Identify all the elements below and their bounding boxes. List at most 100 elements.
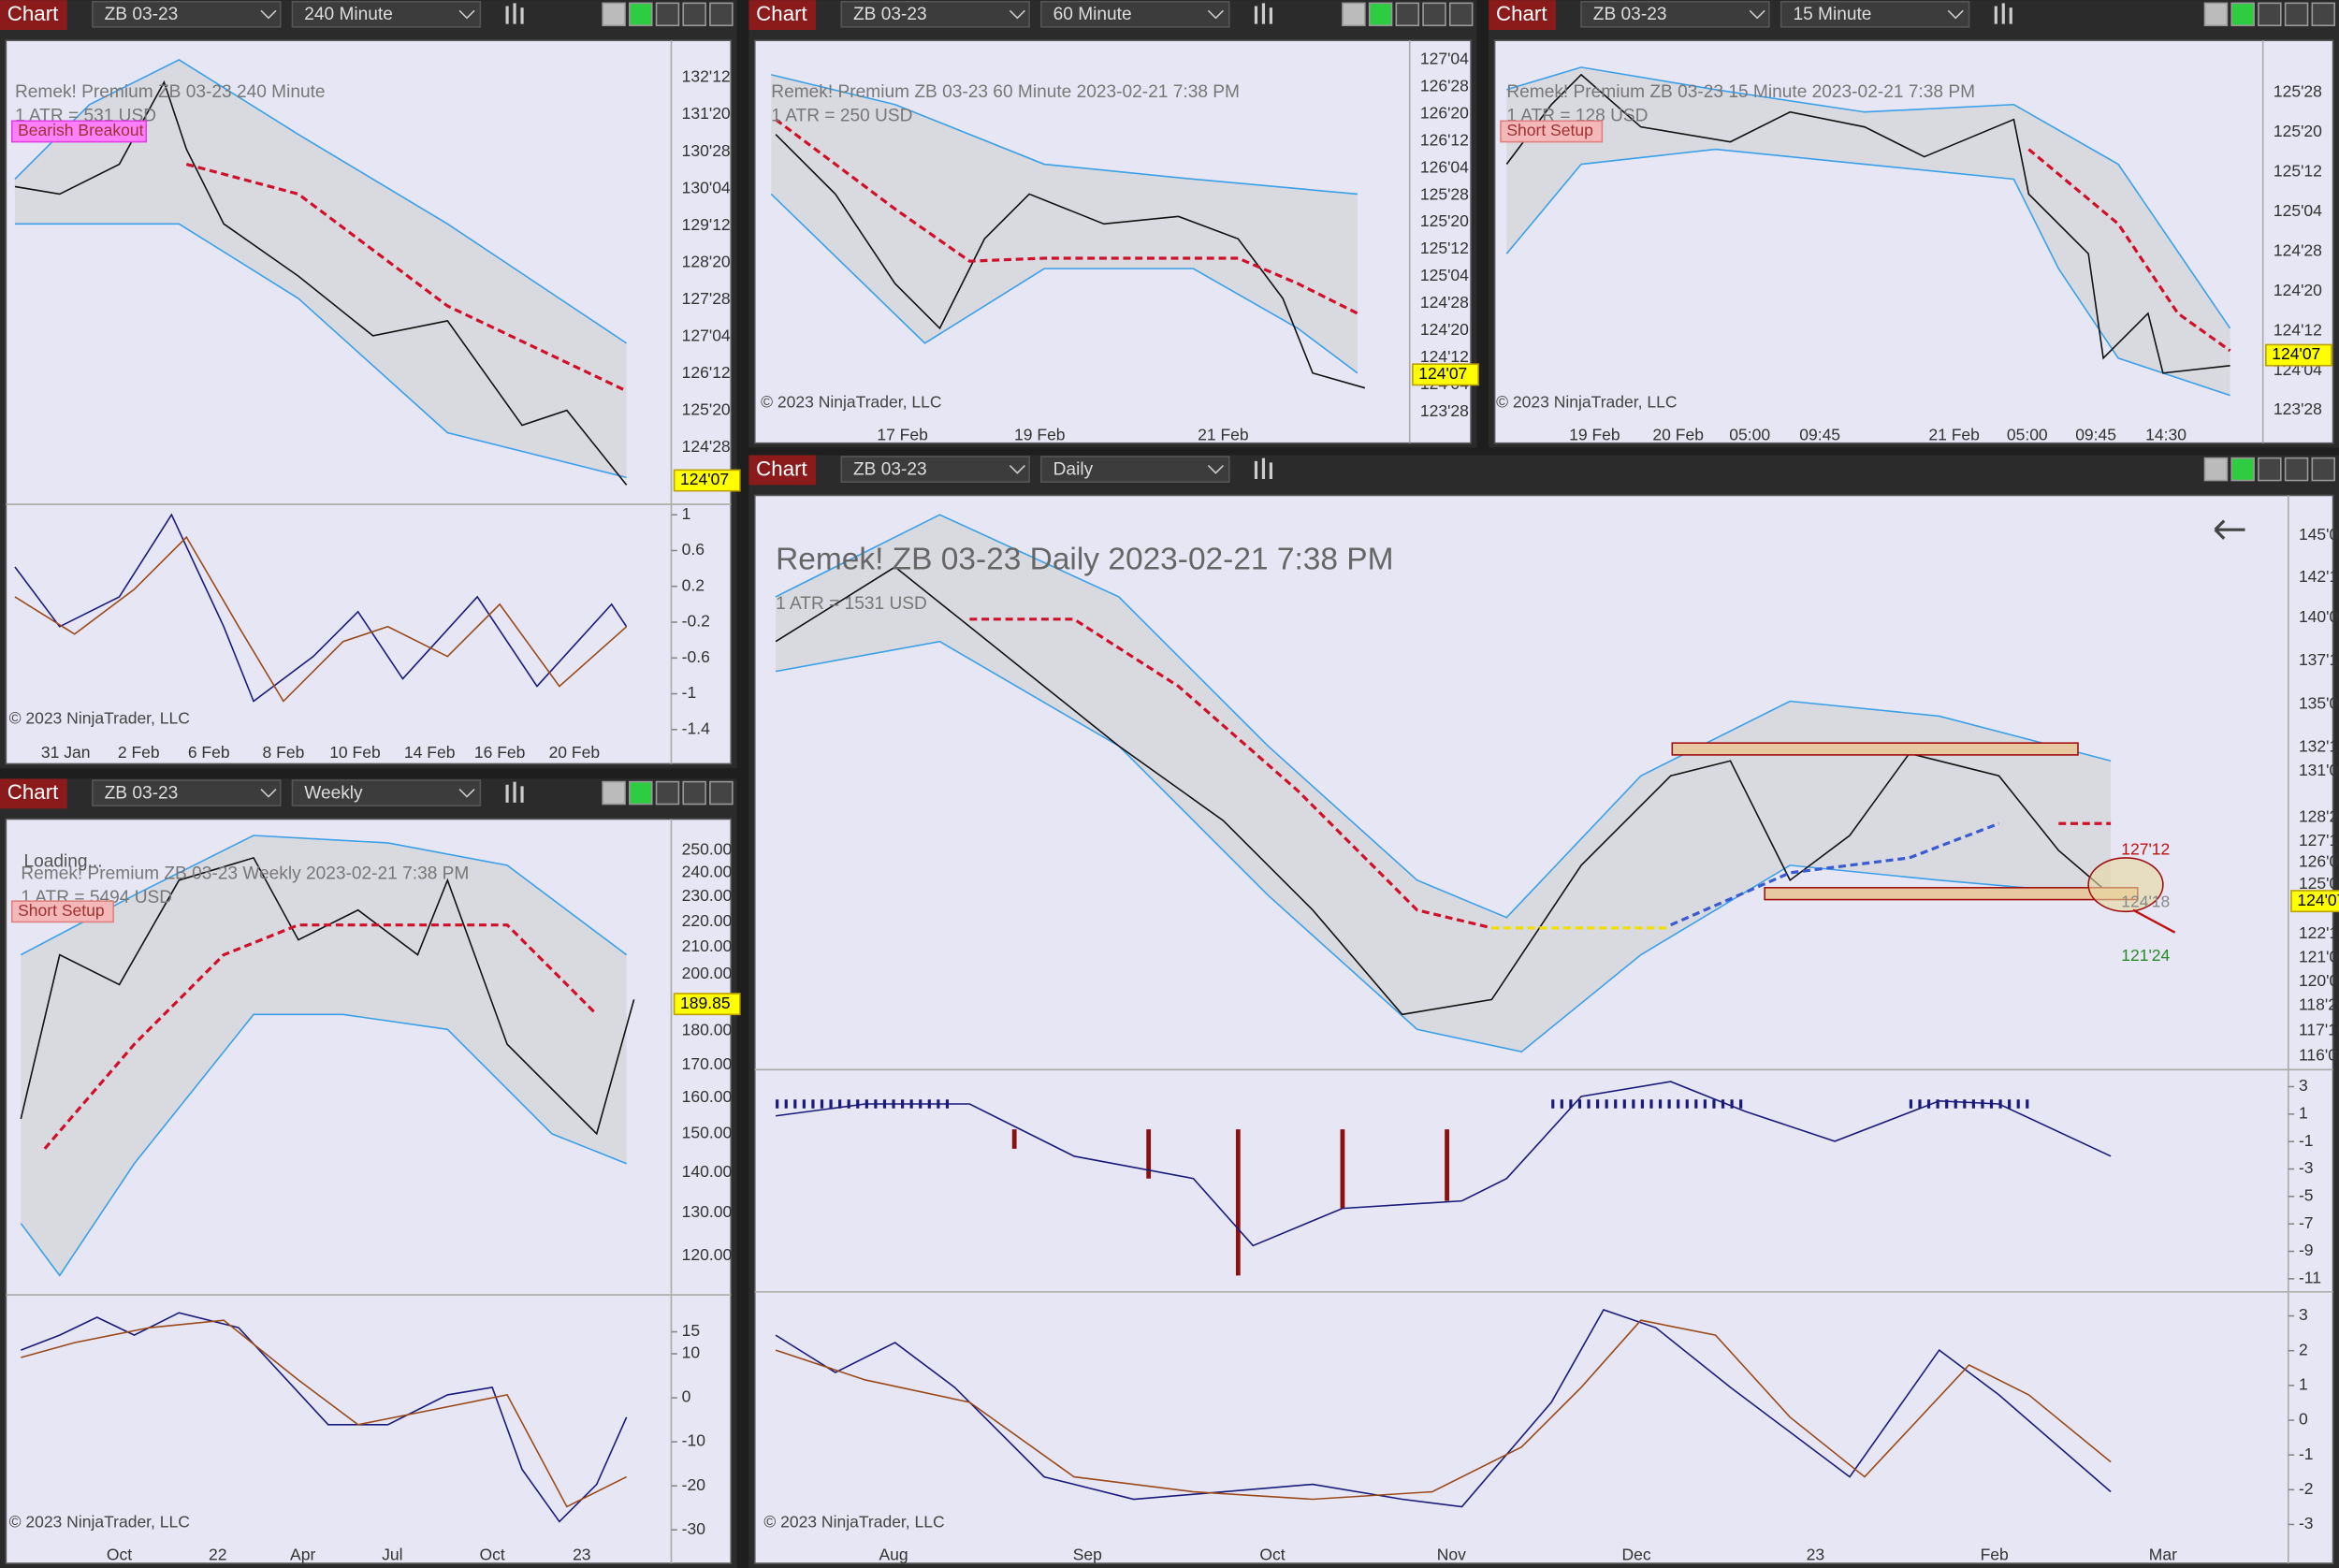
status-text: Loading... — [24, 852, 103, 872]
price-tick-label: 142'16 — [2299, 567, 2339, 586]
interval-text: 240 Minute — [304, 5, 393, 24]
window-button[interactable] — [1422, 2, 1446, 27]
dropdown-arrow — [1009, 465, 1025, 474]
oscillator-tick-label: 1 — [682, 504, 691, 523]
interval-dropdown[interactable] — [1040, 0, 1230, 28]
price-tick-label: 125'12 — [1420, 239, 1469, 257]
window-button[interactable] — [2203, 2, 2229, 27]
window-button[interactable] — [2258, 2, 2282, 27]
signal-badge — [10, 900, 114, 923]
chart-tab-label: Chart — [756, 457, 807, 480]
dropdown-arrow — [260, 789, 277, 798]
price-tick-label: 145'00 — [2299, 525, 2339, 544]
price-tick-label: 126'12 — [1420, 130, 1469, 149]
window-button[interactable] — [2311, 2, 2336, 27]
price-tick-label: 128'20 — [682, 252, 731, 270]
last-price: 124'07 — [680, 470, 729, 488]
window-button[interactable] — [2230, 457, 2255, 482]
bars-icon[interactable] — [1254, 457, 1273, 479]
window-button[interactable] — [2311, 457, 2336, 482]
chart-tab-label: Chart — [7, 2, 59, 25]
last-price: 124'07 — [2297, 891, 2339, 909]
symbol-dropdown[interactable] — [92, 779, 282, 806]
window-button[interactable] — [602, 780, 626, 806]
chart-tab[interactable] — [1489, 0, 1556, 31]
x-tick-label: Aug — [879, 1546, 908, 1564]
window-button[interactable] — [2203, 457, 2229, 482]
price-tick-label: 180.00 — [682, 1020, 733, 1038]
interval-dropdown[interactable] — [1780, 0, 1970, 28]
window-button[interactable] — [1368, 2, 1393, 27]
bars-icon[interactable] — [1254, 3, 1273, 24]
price-annotation: 127'12 — [2121, 840, 2170, 859]
window-button[interactable] — [1342, 2, 1366, 27]
oscillator-tick-label: 0 — [682, 1387, 691, 1406]
price-tick-label: 118'24 — [2299, 995, 2339, 1013]
symbol-dropdown[interactable] — [92, 0, 282, 28]
price-tick-label: 140.00 — [682, 1162, 733, 1181]
x-tick-label: 10 Feb — [329, 743, 381, 762]
price-tick-label: 132'12 — [682, 67, 731, 86]
toolbar: Chart ZB 03-23 60 Minute — [748, 0, 1474, 31]
window-button[interactable] — [709, 2, 734, 27]
symbol-dropdown[interactable] — [840, 0, 1030, 28]
window-button[interactable] — [1448, 2, 1474, 27]
price-tick-label: 230.00 — [682, 886, 733, 905]
price-tick-label: 135'00 — [2299, 693, 2339, 712]
chart-tab[interactable] — [748, 455, 817, 486]
window-button[interactable] — [655, 780, 680, 806]
oscillator-tick-label: 0 — [2299, 1410, 2308, 1429]
price-tick-label: 126'04 — [1420, 157, 1469, 176]
window-button[interactable] — [682, 2, 706, 27]
window-button[interactable] — [629, 2, 653, 27]
window-button[interactable] — [602, 2, 626, 27]
price-tick-label: 250.00 — [682, 840, 733, 859]
window-button[interactable] — [2284, 2, 2309, 27]
price-tick-label: 125'00 — [2299, 874, 2339, 893]
bars-icon[interactable] — [505, 3, 524, 24]
price-tick-label: 160.00 — [682, 1087, 733, 1106]
chart-tab[interactable] — [748, 0, 817, 31]
price-tick-label: 240.00 — [682, 862, 733, 880]
window-button[interactable] — [709, 780, 734, 806]
x-tick-label: 23 — [573, 1546, 590, 1564]
symbol-text: ZB 03-23 — [853, 459, 927, 479]
window-button[interactable] — [1395, 2, 1420, 27]
last-price: 189.85 — [680, 994, 731, 1012]
dropdown-arrow — [1947, 9, 1964, 20]
symbol-dropdown[interactable] — [1580, 0, 1770, 28]
window-button[interactable] — [629, 780, 653, 806]
price-tick-label: 125'28 — [2274, 82, 2322, 101]
price-tick-label: 126'20 — [1420, 103, 1469, 122]
price-tick-label: 131'20 — [682, 104, 731, 123]
price-tick-label: 131'08 — [2299, 761, 2339, 779]
last-price-box — [673, 469, 741, 492]
chart-tab[interactable] — [0, 0, 67, 31]
symbol-dropdown[interactable] — [840, 456, 1030, 483]
histogram-tick-label: -5 — [2299, 1185, 2314, 1204]
bars-icon[interactable] — [1994, 3, 2012, 24]
oscillator-tick-label: -1 — [682, 683, 697, 702]
last-price-box — [1412, 363, 1479, 386]
x-tick-label: Dec — [1621, 1546, 1650, 1564]
interval-dropdown[interactable] — [291, 0, 482, 28]
window-button[interactable] — [655, 2, 680, 27]
x-tick-label: 19 Feb — [1569, 425, 1620, 443]
last-price-box — [2265, 343, 2332, 367]
interval-dropdown[interactable] — [291, 779, 482, 806]
histogram-tick-label: -11 — [2299, 1268, 2321, 1286]
price-tick-label: 140'00 — [2299, 607, 2339, 626]
chart-tab[interactable] — [0, 778, 67, 809]
price-tick-label: 127'28 — [682, 289, 731, 308]
price-tick-label: 220.00 — [682, 911, 733, 930]
interval-dropdown[interactable] — [1040, 456, 1230, 483]
histogram-tick-label: 1 — [2299, 1103, 2308, 1122]
bars-icon[interactable] — [505, 781, 524, 803]
window-button[interactable] — [2230, 2, 2255, 27]
window-button[interactable] — [2284, 457, 2309, 482]
window-button[interactable] — [682, 780, 706, 806]
histogram-tick-label: 3 — [2299, 1076, 2308, 1095]
window-button[interactable] — [2258, 457, 2282, 482]
price-tick-label: 125'20 — [1420, 211, 1469, 230]
